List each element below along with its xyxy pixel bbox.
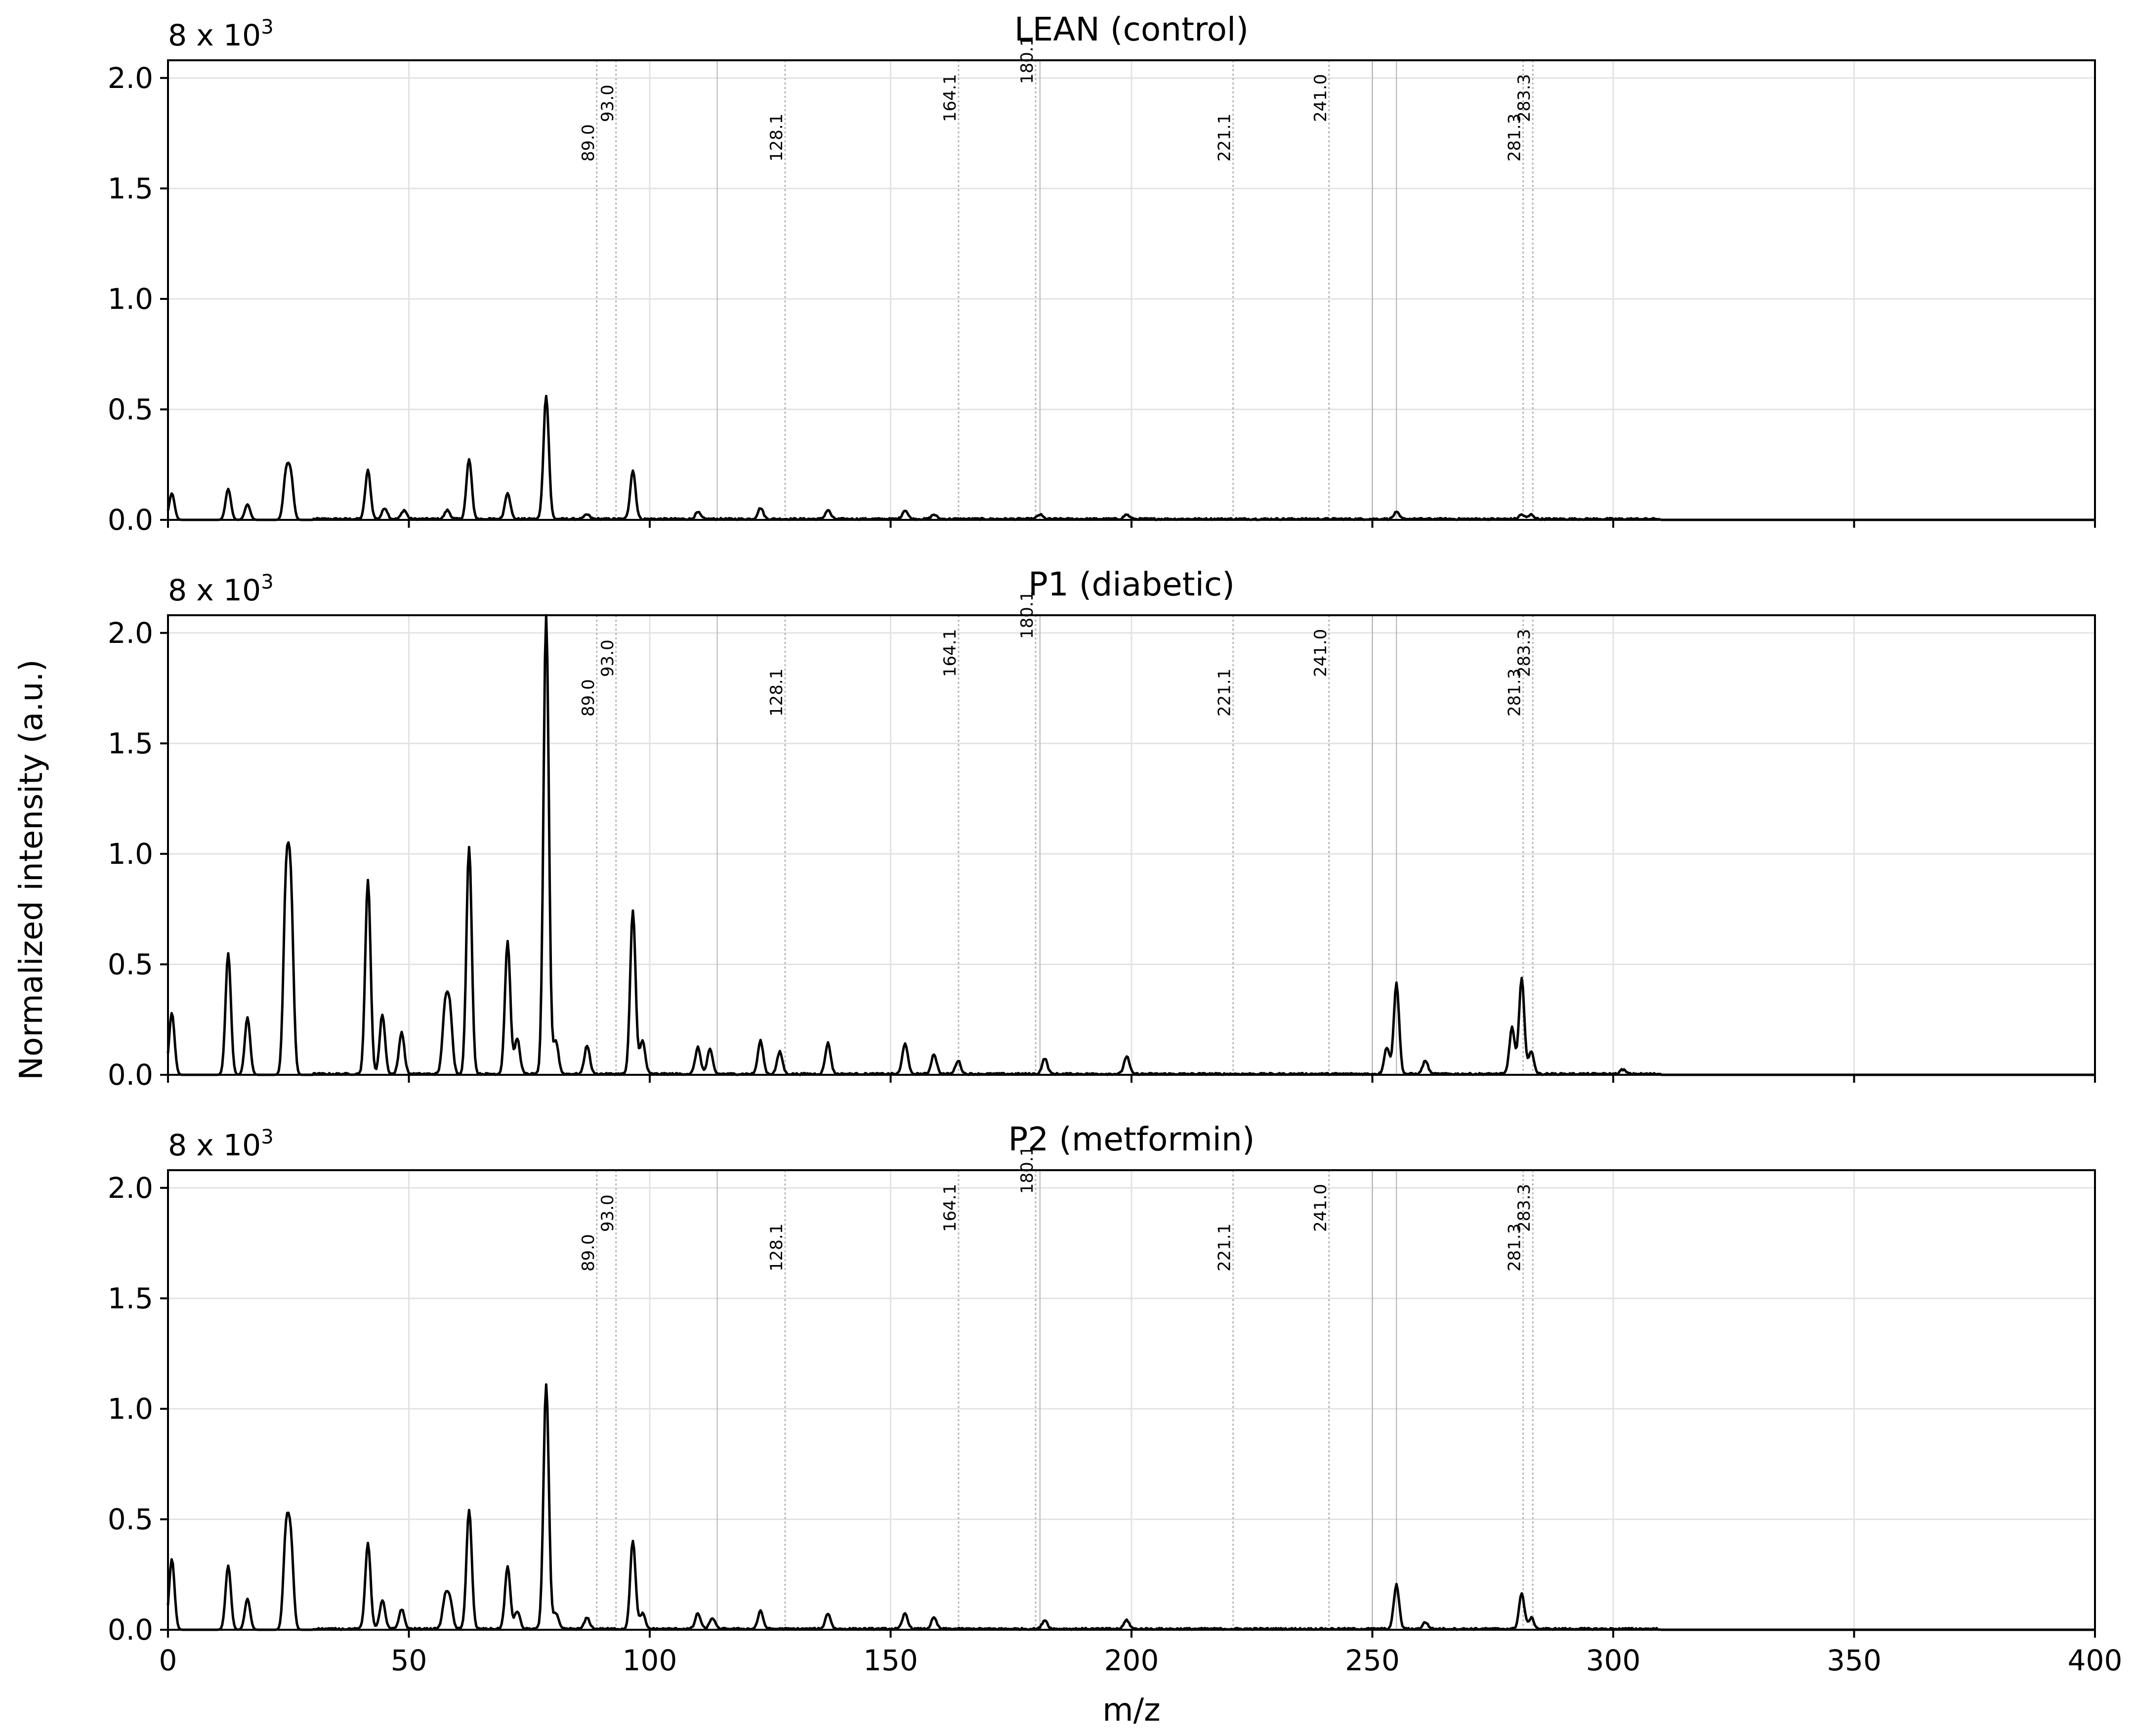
panel-1: 89.093.0128.1164.1180.1221.1241.0281.328… xyxy=(108,10,2096,537)
x-tick-label: 400 xyxy=(2068,1644,2123,1677)
peak-marker-label: 241.0 xyxy=(1311,1184,1331,1232)
y-axis-label: Normalized intensity (a.u.) xyxy=(13,659,50,1080)
peak-marker-label: 283.3 xyxy=(1514,629,1534,677)
peak-marker-label: 281.3 xyxy=(1505,114,1525,162)
peak-marker-label: 241.0 xyxy=(1311,629,1331,677)
panel-3: 89.093.0128.1164.1180.1221.1241.0281.328… xyxy=(108,1120,2123,1677)
y-multiplier: 8 x 103 xyxy=(168,16,274,53)
x-tick-label: 150 xyxy=(863,1644,918,1677)
y-tick-label: 1.0 xyxy=(108,837,153,871)
y-tick-label: 2.0 xyxy=(108,616,153,650)
peak-marker-label: 128.1 xyxy=(767,669,787,717)
peak-marker-label: 89.0 xyxy=(579,679,598,717)
x-tick-label: 50 xyxy=(391,1644,427,1677)
y-tick-label: 0.0 xyxy=(108,503,153,537)
peak-marker-label: 221.1 xyxy=(1215,114,1235,162)
peak-marker-label: 283.3 xyxy=(1514,74,1534,122)
y-tick-label: 0.0 xyxy=(108,1058,153,1092)
peak-marker-label: 89.0 xyxy=(579,1234,598,1271)
peak-marker-label: 93.0 xyxy=(598,1194,618,1232)
peak-marker-label: 283.3 xyxy=(1514,1184,1534,1232)
x-tick-label: 100 xyxy=(623,1644,677,1677)
x-tick-label: 350 xyxy=(1827,1644,1882,1677)
peak-marker-label: 281.3 xyxy=(1505,1224,1525,1271)
x-axis-label: m/z xyxy=(1102,1692,1161,1729)
peak-marker-label: 164.1 xyxy=(940,1184,960,1232)
peak-marker-label: 221.1 xyxy=(1215,1224,1235,1271)
y-tick-label: 1.5 xyxy=(108,726,153,760)
y-tick-label: 1.5 xyxy=(108,171,153,205)
x-tick-label: 200 xyxy=(1104,1644,1159,1677)
y-tick-label: 2.0 xyxy=(108,61,153,95)
peak-marker-label: 89.0 xyxy=(579,124,598,162)
y-multiplier: 8 x 103 xyxy=(168,571,274,608)
panel-2: 89.093.0128.1164.1180.1221.1241.0281.328… xyxy=(108,565,2096,1092)
y-tick-label: 1.0 xyxy=(108,1392,153,1426)
y-tick-label: 1.0 xyxy=(108,282,153,316)
peak-marker-label: 128.1 xyxy=(767,1224,787,1271)
x-tick-label: 250 xyxy=(1345,1644,1400,1677)
peak-marker-label: 281.3 xyxy=(1505,669,1525,717)
panel-title: LEAN (control) xyxy=(1014,10,1249,48)
y-tick-label: 0.0 xyxy=(108,1613,153,1647)
peak-marker-label: 221.1 xyxy=(1215,669,1235,717)
peak-marker-label: 93.0 xyxy=(598,639,618,677)
y-tick-label: 0.5 xyxy=(108,1502,153,1536)
panel-title: P2 (metformin) xyxy=(1008,1120,1255,1158)
peak-marker-label: 164.1 xyxy=(940,629,960,677)
y-multiplier: 8 x 103 xyxy=(168,1126,274,1163)
peak-marker-label: 128.1 xyxy=(767,114,787,162)
y-tick-label: 0.5 xyxy=(108,947,153,981)
panel-title: P1 (diabetic) xyxy=(1028,565,1235,603)
y-tick-label: 2.0 xyxy=(108,1171,153,1205)
peak-marker-label: 93.0 xyxy=(598,85,618,122)
y-tick-label: 0.5 xyxy=(108,392,153,426)
peak-marker-label: 164.1 xyxy=(940,74,960,122)
y-tick-label: 1.5 xyxy=(108,1281,153,1315)
x-tick-label: 0 xyxy=(159,1644,177,1677)
peak-marker-label: 241.0 xyxy=(1311,74,1331,122)
x-tick-label: 300 xyxy=(1586,1644,1641,1677)
